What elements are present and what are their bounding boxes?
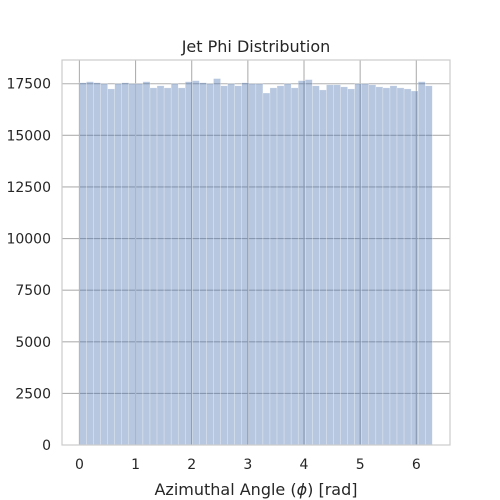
x-tick-label: 0 [75, 457, 84, 473]
y-tick-label: 10000 [6, 232, 51, 248]
histogram-bar [396, 87, 405, 446]
histogram-bar [241, 82, 250, 446]
x-tick-label: 3 [243, 457, 252, 473]
histogram-bar [248, 83, 257, 446]
histogram-bar [305, 79, 313, 446]
histogram-bar [192, 80, 200, 446]
chart-title: Jet Phi Distribution [181, 37, 331, 56]
histogram-bar [347, 88, 355, 446]
histogram-bar [149, 87, 158, 446]
histogram-bar [382, 87, 391, 446]
histogram-bar [333, 84, 341, 446]
y-tick-label: 15000 [6, 128, 51, 144]
histogram-bar [199, 82, 207, 446]
histogram-bar [185, 81, 193, 446]
y-tick-label: 0 [42, 438, 51, 454]
histogram-bar [375, 86, 384, 446]
histogram-bar [213, 78, 221, 446]
x-axis-ticks: 0 1 2 3 4 5 6 [75, 457, 421, 473]
histogram-bar [269, 87, 278, 446]
histogram-bar [227, 83, 235, 446]
histogram-bar [354, 83, 362, 446]
histogram-bar [340, 86, 348, 446]
histogram-bar [312, 85, 320, 446]
histogram-bar [163, 87, 172, 446]
histogram-bar [128, 83, 137, 446]
histogram-bar [86, 81, 94, 446]
histogram-bar [79, 82, 87, 446]
y-axis-ticks: 0 2500 5000 7500 10000 12500 15000 17500 [6, 77, 51, 454]
histogram-bars [79, 78, 433, 446]
x-tick-label: 5 [356, 457, 365, 473]
histogram-bar [220, 85, 228, 446]
histogram-bar [107, 88, 115, 446]
histogram-bar [389, 85, 398, 446]
plot-frame [61, 59, 451, 446]
histogram-bar [121, 82, 130, 446]
histogram-bar [135, 83, 144, 446]
histogram-bar [361, 83, 370, 446]
x-tick-label: 2 [187, 457, 196, 473]
histogram-bar [410, 90, 419, 446]
y-tick-label: 2500 [15, 386, 51, 402]
histogram-bar [170, 83, 179, 446]
y-tick-label: 7500 [15, 283, 51, 299]
histogram-bar [262, 92, 271, 446]
histogram-bar [255, 83, 264, 446]
y-tick-label: 12500 [6, 180, 51, 196]
histogram-bar [368, 84, 377, 446]
x-axis-label: Azimuthal Angle (ϕ) [rad] [154, 480, 357, 499]
histogram-bar [142, 81, 151, 446]
histogram-bar [319, 89, 327, 446]
x-tick-label: 6 [412, 457, 421, 473]
histogram-bar [276, 85, 285, 446]
y-tick-label: 17500 [6, 77, 51, 93]
histogram-bar [425, 85, 433, 446]
histogram-bar [283, 83, 292, 446]
histogram-bar [206, 83, 214, 446]
histogram-bar [177, 87, 186, 446]
histogram-bar [100, 83, 108, 446]
histogram-bar [234, 85, 242, 446]
histogram-bar [417, 81, 426, 446]
histogram-bar [114, 83, 123, 446]
histogram-bar [156, 85, 165, 446]
histogram-bar [403, 88, 412, 446]
histogram-bar [297, 80, 306, 446]
phi-symbol: ϕ [297, 480, 308, 499]
x-tick-label: 4 [300, 457, 309, 473]
histogram-bar [93, 82, 101, 446]
histogram-bar [326, 84, 334, 446]
histogram-bar [290, 87, 299, 446]
x-tick-label: 1 [131, 457, 140, 473]
y-tick-label: 5000 [15, 335, 51, 351]
